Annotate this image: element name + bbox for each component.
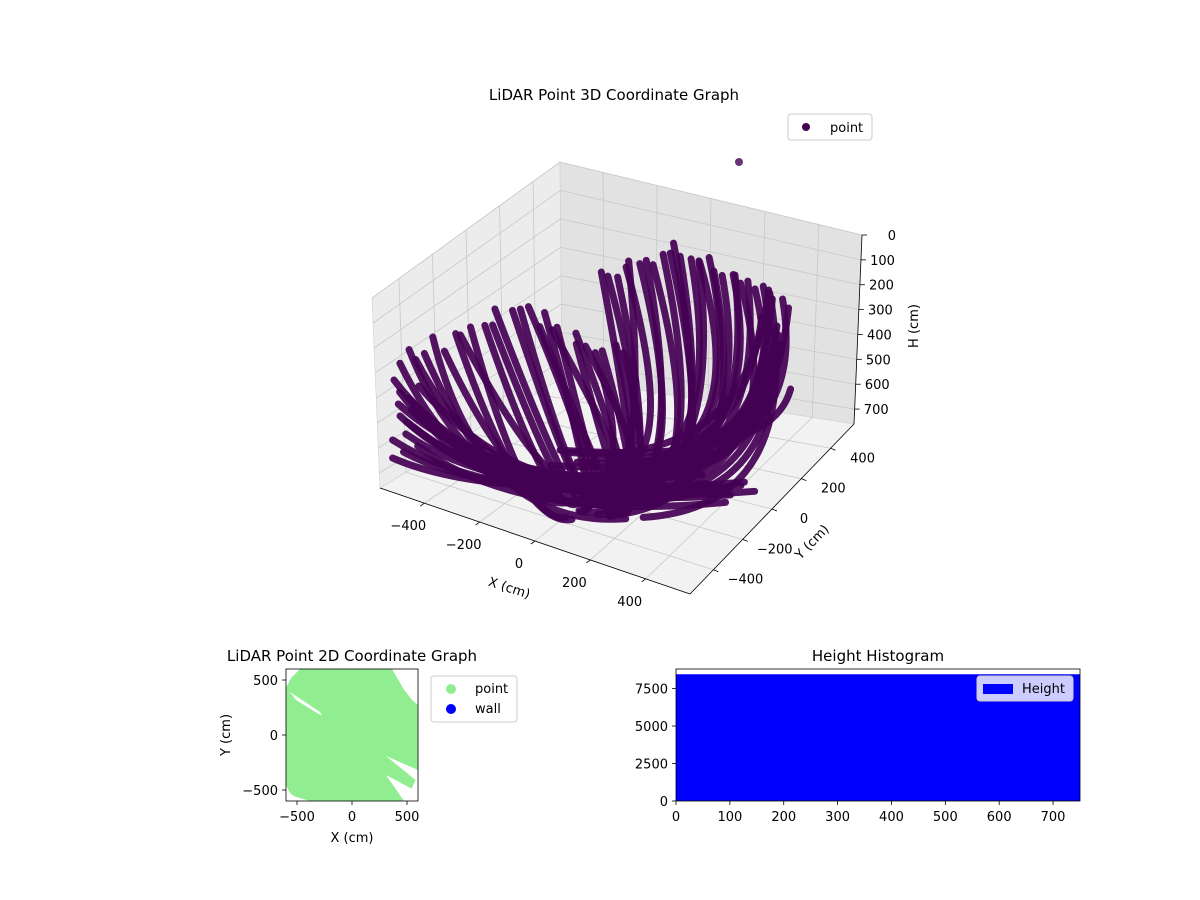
x-tick-label-histogram: 200 bbox=[771, 810, 796, 825]
x-tick-label-histogram: 300 bbox=[825, 810, 850, 825]
y-tick-label-histogram: 2500 bbox=[635, 758, 668, 773]
y-tick-label-2d: 0 bbox=[270, 729, 278, 744]
y-tick-label-3d: 0 bbox=[800, 512, 808, 527]
z-tick-label-3d: 600 bbox=[865, 378, 890, 393]
legend-2d-point-marker bbox=[446, 684, 456, 694]
y-tick-label-2d: 500 bbox=[253, 674, 278, 689]
x-ticks-3d: −400 −200 0 200 400 bbox=[390, 502, 646, 610]
x-tick-label-histogram: 100 bbox=[717, 810, 742, 825]
legend-histogram-height-swatch bbox=[983, 684, 1013, 694]
y-tick-label-3d: −400 bbox=[728, 573, 764, 588]
z-tick-label-3d: 700 bbox=[864, 403, 889, 418]
ticks-histogram: 0 100 200 300 400 500 600 700 0 2500 5000 7500 bbox=[635, 683, 1066, 826]
x-tick-label-2d: 500 bbox=[395, 810, 420, 825]
legend-histogram-height-label: Height bbox=[1022, 682, 1065, 697]
legend-3d: point bbox=[787, 113, 873, 141]
legend-3d-point-label: point bbox=[830, 121, 863, 136]
chart-2d: −500 0 500 −500 0 500 LiDAR Point 2D Coordina… bbox=[219, 647, 518, 846]
chart-histogram: 0 100 200 300 400 500 600 700 0 2500 5000 7500 Heig… bbox=[635, 647, 1081, 826]
x-tick-label-histogram: 500 bbox=[933, 810, 958, 825]
y-axis-label-2d: Y (cm) bbox=[219, 714, 234, 757]
ticks-2d: −500 0 500 −500 0 500 bbox=[242, 674, 419, 825]
point-area-2d bbox=[286, 669, 418, 801]
histogram-title: Height Histogram bbox=[812, 647, 944, 665]
chart-3d-title: LiDAR Point 3D Coordinate Graph bbox=[489, 86, 739, 104]
outlier-point bbox=[735, 158, 743, 166]
y-tick-label-histogram: 0 bbox=[660, 795, 668, 810]
z-tick-label-3d: 200 bbox=[869, 279, 894, 294]
z-axis-label-3d: H (cm) bbox=[907, 304, 922, 348]
legend-2d-wall-label: wall bbox=[475, 702, 501, 717]
z-tick-label-3d: 100 bbox=[870, 254, 895, 269]
x-tick-label-3d: 400 bbox=[617, 595, 642, 610]
z-tick-label-3d: 300 bbox=[868, 304, 893, 319]
x-tick-label-histogram: 700 bbox=[1041, 810, 1066, 825]
legend-2d-point-label: point bbox=[475, 682, 508, 697]
y-tick-label-3d: 200 bbox=[821, 482, 846, 497]
x-tick-label-histogram: 600 bbox=[987, 810, 1012, 825]
point-cloud bbox=[389, 158, 795, 524]
x-tick-label-3d: −400 bbox=[390, 519, 426, 534]
chart-2d-title: LiDAR Point 2D Coordinate Graph bbox=[227, 647, 477, 665]
y-tick-label-3d: −200 bbox=[757, 542, 793, 557]
x-tick-label-histogram: 0 bbox=[672, 810, 680, 825]
x-tick-label-3d: 200 bbox=[562, 576, 587, 591]
y-tick-label-histogram: 7500 bbox=[635, 683, 668, 698]
chart-3d: −400 −200 0 200 400 −400 −200 0 200 400 0 100 200 3… bbox=[371, 86, 922, 610]
z-tick-label-3d: 400 bbox=[867, 328, 892, 343]
x-tick-label-2d: −500 bbox=[279, 810, 315, 825]
x-tick-label-histogram: 400 bbox=[879, 810, 904, 825]
z-tick-label-3d: 0 bbox=[888, 229, 896, 244]
z-tick-label-3d: 500 bbox=[866, 353, 891, 368]
legend-histogram: Height bbox=[976, 675, 1074, 702]
point-cloud-2d bbox=[286, 669, 418, 801]
y-tick-label-2d: −500 bbox=[242, 784, 278, 799]
x-axis-label-2d: X (cm) bbox=[331, 831, 374, 846]
y-tick-label-histogram: 5000 bbox=[635, 720, 668, 735]
x-tick-label-2d: 0 bbox=[348, 810, 356, 825]
y-tick-label-3d: 400 bbox=[850, 451, 875, 466]
y-ticks-3d: −400 −200 0 200 400 bbox=[713, 447, 875, 588]
z-ticks-3d: 0 100 200 300 400 500 600 700 bbox=[854, 229, 896, 418]
x-tick-label-3d: 0 bbox=[515, 557, 523, 572]
x-tick-label-3d: −200 bbox=[446, 538, 482, 553]
legend-2d: point wall bbox=[430, 675, 518, 723]
legend-3d-point-marker bbox=[802, 123, 810, 131]
legend-2d-wall-marker bbox=[446, 704, 456, 714]
